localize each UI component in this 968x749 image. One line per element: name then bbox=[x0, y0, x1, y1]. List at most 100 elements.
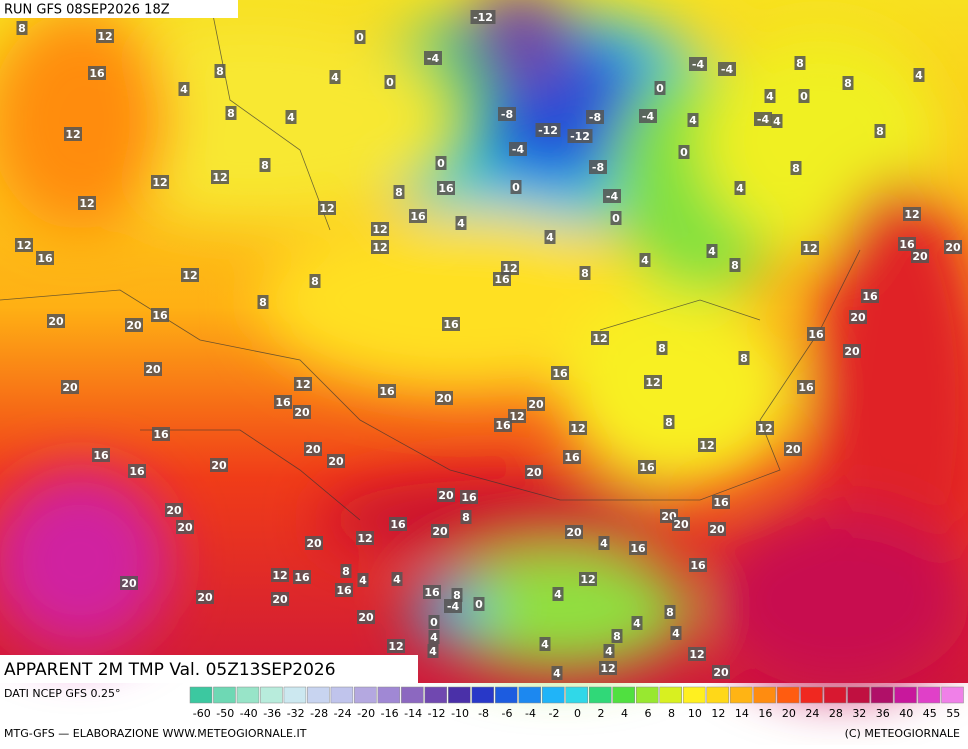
label-box bbox=[259, 158, 271, 172]
temperature-label: 12 bbox=[802, 242, 817, 255]
footer-left: MTG-GFS — ELABORAZIONE WWW.METEOGIORNALE… bbox=[4, 727, 307, 740]
color-swatch bbox=[847, 686, 870, 704]
label-box bbox=[293, 405, 311, 419]
label-box bbox=[579, 266, 591, 280]
label-box bbox=[698, 438, 716, 452]
temperature-label: 0 bbox=[475, 598, 483, 611]
temperature-label: 20 bbox=[62, 381, 78, 394]
label-box bbox=[756, 421, 774, 435]
label-box bbox=[144, 362, 162, 376]
temperature-label: -4 bbox=[721, 63, 734, 76]
label-box bbox=[423, 585, 441, 599]
temperature-label: 12 bbox=[509, 410, 524, 423]
temperature-label: 20 bbox=[126, 319, 142, 332]
color-swatch bbox=[682, 686, 706, 704]
label-box bbox=[599, 661, 617, 675]
temperature-label: 20 bbox=[211, 459, 227, 472]
header-box bbox=[0, 0, 238, 18]
temperature-label: 20 bbox=[713, 666, 729, 679]
scale-label: -12 bbox=[428, 707, 446, 720]
temperature-label: 20 bbox=[528, 398, 544, 411]
label-box bbox=[498, 107, 516, 121]
temperature-label: 16 bbox=[93, 449, 109, 462]
temperature-label: 16 bbox=[495, 419, 511, 432]
temperature-label: 4 bbox=[553, 667, 561, 680]
scale-label: 36 bbox=[876, 707, 890, 720]
label-box bbox=[304, 442, 322, 456]
temperature-label: 0 bbox=[356, 31, 364, 44]
temperature-label: 12 bbox=[152, 176, 167, 189]
label-box bbox=[807, 327, 825, 341]
scale-label: -60 bbox=[193, 707, 211, 720]
label-box bbox=[378, 384, 396, 398]
temperature-label: -4 bbox=[512, 143, 525, 156]
scale-label: -36 bbox=[263, 707, 281, 720]
temperature-label: 8 bbox=[18, 22, 26, 35]
label-box bbox=[610, 211, 622, 225]
label-box bbox=[181, 268, 199, 282]
label-box bbox=[36, 251, 54, 265]
temperature-label: 12 bbox=[79, 197, 94, 210]
label-box bbox=[305, 536, 323, 550]
color-swatch bbox=[495, 686, 518, 704]
label-box bbox=[843, 344, 861, 358]
label-box bbox=[849, 310, 867, 324]
label-box bbox=[764, 89, 776, 103]
label-box bbox=[579, 572, 597, 586]
color-swatch bbox=[706, 686, 729, 704]
label-box bbox=[771, 114, 783, 128]
label-box bbox=[689, 57, 707, 71]
temperature-label: 20 bbox=[48, 315, 64, 328]
color-swatch bbox=[870, 686, 894, 704]
label-box bbox=[629, 541, 647, 555]
temperature-label: 12 bbox=[600, 662, 615, 675]
temperature-label: 0 bbox=[512, 181, 520, 194]
label-box bbox=[567, 129, 593, 143]
temperature-label: 16 bbox=[564, 451, 580, 464]
label-box bbox=[393, 185, 405, 199]
temperature-label: 8 bbox=[844, 77, 852, 90]
temperature-label: 12 bbox=[592, 332, 607, 345]
temperature-label: 20 bbox=[177, 521, 193, 534]
label-box bbox=[88, 66, 106, 80]
scale-label: 20 bbox=[782, 707, 796, 720]
label-box bbox=[688, 647, 706, 661]
label-box bbox=[460, 510, 472, 524]
temperature-label: 20 bbox=[121, 577, 137, 590]
temperature-label: 8 bbox=[462, 511, 470, 524]
label-box bbox=[738, 351, 750, 365]
label-box bbox=[285, 110, 297, 124]
temperature-label: 4 bbox=[546, 231, 554, 244]
temperature-label: -12 bbox=[538, 124, 558, 137]
temperature-label: 4 bbox=[429, 645, 437, 658]
map-title: APPARENT 2M TMP Val. 05Z13SEP2026 bbox=[4, 660, 336, 680]
temperature-label: 4 bbox=[766, 90, 774, 103]
color-swatch bbox=[213, 686, 236, 704]
temperature-label: 8 bbox=[740, 352, 748, 365]
scale-label: 40 bbox=[899, 707, 913, 720]
temperature-label: 20 bbox=[709, 523, 725, 536]
label-box bbox=[196, 590, 214, 604]
label-box bbox=[535, 123, 561, 137]
label-box bbox=[176, 520, 194, 534]
color-swatch bbox=[941, 686, 964, 704]
label-box bbox=[734, 181, 746, 195]
temperature-label: 20 bbox=[844, 345, 860, 358]
temperature-label: -4 bbox=[692, 58, 705, 71]
scale-label: 28 bbox=[829, 707, 843, 720]
temperature-label: 20 bbox=[358, 611, 374, 624]
label-box bbox=[644, 375, 662, 389]
temperature-label: 4 bbox=[554, 588, 562, 601]
temperature-label: 20 bbox=[526, 466, 542, 479]
label-box bbox=[437, 181, 455, 195]
temperature-label: 12 bbox=[372, 241, 387, 254]
label-box bbox=[437, 488, 455, 502]
label-box bbox=[797, 380, 815, 394]
temperature-label: 16 bbox=[153, 428, 169, 441]
temperature-label: 4 bbox=[180, 83, 188, 96]
color-swatch bbox=[377, 686, 401, 704]
label-box bbox=[225, 106, 237, 120]
temperature-label: 4 bbox=[430, 631, 438, 644]
temperature-label: 12 bbox=[212, 171, 227, 184]
